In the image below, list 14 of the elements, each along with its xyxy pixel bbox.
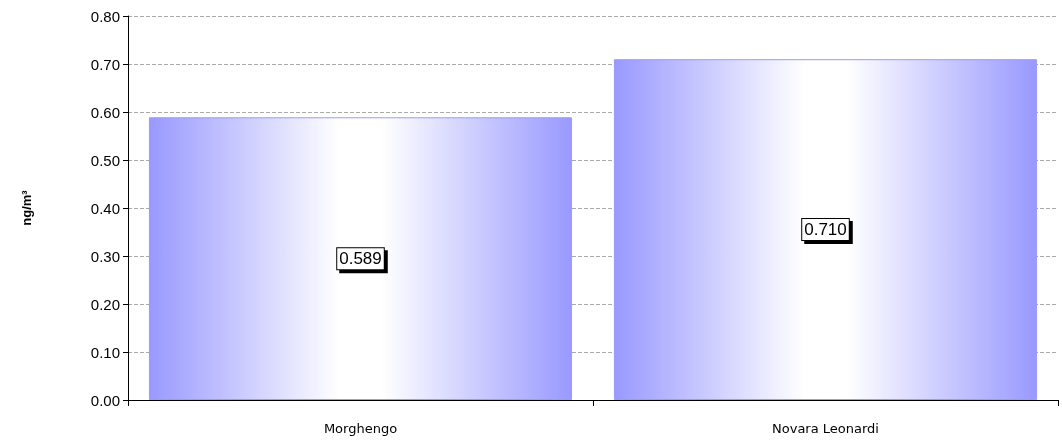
y-tick-label: 0.10: [90, 343, 120, 361]
y-tick-label: 0.60: [90, 103, 120, 121]
y-tick-label: 0.70: [90, 55, 120, 73]
y-tick-label: 0.30: [90, 247, 120, 265]
y-tick-label: 0.50: [90, 151, 120, 169]
y-tick-label: 0.80: [90, 7, 120, 25]
y-tick-label: 0.40: [90, 199, 120, 217]
y-axis-title: ng/m³: [19, 189, 34, 226]
data-label: 0.710: [804, 220, 847, 240]
y-tick-label: 0.00: [90, 391, 120, 409]
x-tick-label: Morghengo: [323, 421, 398, 436]
data-label: 0.589: [339, 249, 382, 269]
x-tick-label: Novara Leonardi: [772, 421, 879, 436]
y-tick-label: 0.20: [90, 295, 120, 313]
